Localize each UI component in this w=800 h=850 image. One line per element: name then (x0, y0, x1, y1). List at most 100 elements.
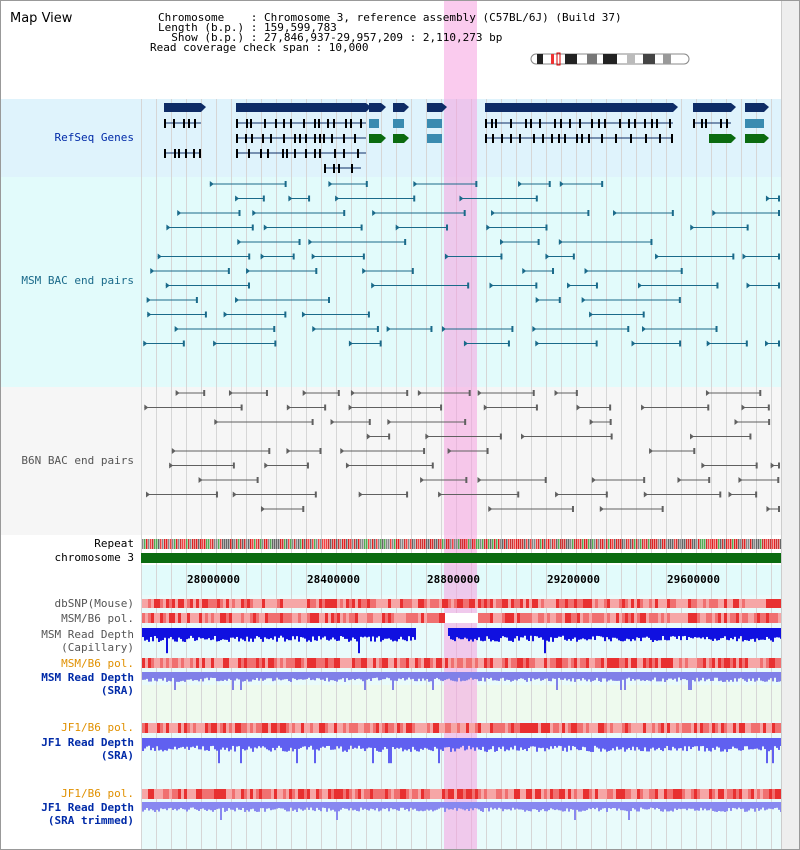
heat-cell (346, 613, 349, 623)
depth-bar (206, 628, 208, 640)
heat-cell (400, 613, 403, 623)
heat-cell (448, 723, 451, 733)
depth-bar (192, 672, 194, 681)
chromosome-ideogram[interactable] (530, 52, 691, 66)
heat-cell (751, 613, 754, 623)
heat-cell (193, 723, 196, 733)
depth-bar (456, 738, 458, 749)
depth-bar (652, 628, 654, 642)
repeat-mark (488, 539, 490, 549)
bac-end (312, 326, 317, 332)
gene-exon (576, 134, 578, 143)
bac-end (742, 253, 747, 260)
depth-bar (326, 738, 328, 746)
depth-bar (272, 672, 274, 682)
depth-bar (352, 802, 354, 811)
depth-bar (602, 628, 604, 638)
depth-bar (144, 628, 146, 641)
repeat-mark (356, 539, 358, 549)
depth-bar (738, 738, 740, 751)
depth-bar (366, 802, 368, 810)
depth-bar (346, 738, 348, 752)
depth-bar (566, 628, 568, 641)
heat-cell (718, 599, 721, 608)
repeat-mark (372, 539, 374, 549)
depth-bar (276, 672, 278, 678)
depth-bar (646, 672, 648, 681)
track-label-b6n-bac[interactable]: B6N BAC end pairs (21, 454, 134, 467)
bac-end (425, 433, 430, 440)
depth-bar (142, 738, 144, 751)
heat-cell (550, 723, 553, 733)
repeat-mark (354, 539, 356, 549)
depth-bar (382, 672, 384, 680)
depth-bar (250, 738, 252, 749)
depth-bar (534, 672, 536, 680)
depth-bar (660, 738, 662, 750)
heat-cell (364, 658, 367, 668)
heat-cell (550, 658, 553, 668)
heat-cell (742, 599, 745, 608)
depth-bar (580, 672, 582, 681)
heat-cell (175, 599, 178, 608)
depth-bar (498, 672, 500, 681)
depth-bar (156, 738, 158, 747)
depth-bar (198, 802, 200, 811)
bac-end (552, 268, 555, 274)
gene-arrow (404, 134, 409, 143)
track-label-msm-bac[interactable]: MSM BAC end pairs (21, 274, 134, 287)
repeat-mark (180, 539, 182, 549)
bac-end (486, 224, 491, 231)
repeat-mark (278, 539, 280, 549)
depth-bar (418, 802, 420, 812)
depth-bar (468, 802, 470, 811)
heat-cell (361, 599, 364, 608)
depth-bar (668, 672, 670, 679)
heat-cell (454, 789, 457, 799)
bac-end (284, 181, 287, 187)
depth-bar (562, 628, 564, 636)
depth-bar (750, 738, 752, 750)
track-label-refseq[interactable]: RefSeq Genes (54, 131, 134, 144)
repeat-mark (478, 539, 480, 549)
depth-bar (244, 738, 246, 751)
selection-highlight[interactable] (444, 1, 477, 849)
depth-bar (356, 802, 358, 811)
depth-bar (262, 738, 264, 747)
heat-cell (613, 723, 616, 733)
bac-end (488, 506, 493, 512)
depth-bar (244, 672, 246, 682)
heat-cell (670, 789, 673, 799)
depth-bar (538, 628, 540, 638)
bac-end (715, 326, 718, 332)
depth-bar (624, 802, 626, 811)
depth-bar (736, 672, 738, 682)
repeat-mark (306, 539, 308, 549)
depth-bar (326, 672, 328, 678)
vertical-scrollbar[interactable] (781, 1, 799, 849)
gene-exon (294, 149, 296, 158)
heat-cell (487, 658, 490, 668)
heat-cell (655, 658, 658, 668)
heat-cell (490, 599, 493, 608)
depth-bar (262, 628, 264, 642)
heat-cell (685, 599, 688, 608)
heat-cell (193, 599, 196, 608)
heat-cell (703, 789, 706, 799)
depth-bar (764, 802, 766, 811)
bac-end (605, 491, 608, 498)
depth-bar (270, 672, 272, 679)
repeat-mark (430, 539, 432, 549)
depth-bar (708, 738, 710, 751)
repeat-mark (548, 539, 550, 549)
repeat-mark (732, 539, 734, 549)
depth-bar (360, 802, 362, 808)
heat-cell (673, 789, 676, 799)
depth-bar (190, 738, 192, 748)
repeat-mark (304, 539, 306, 549)
depth-bar (510, 738, 512, 748)
repeat-mark (776, 539, 778, 549)
